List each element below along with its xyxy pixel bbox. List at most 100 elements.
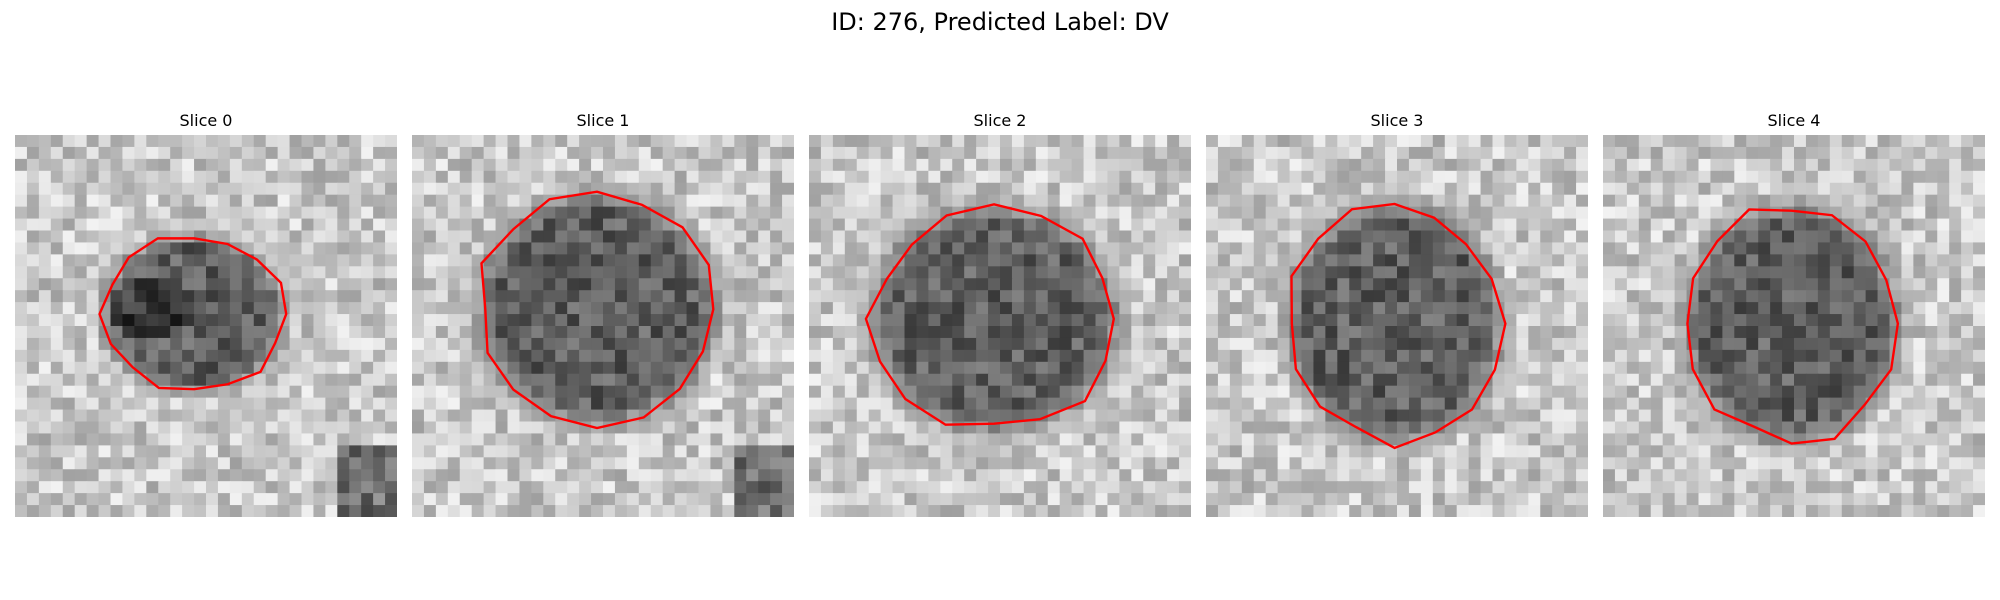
pixel-cell xyxy=(1913,361,1926,375)
pixel-cell xyxy=(892,182,906,196)
pixel-cell xyxy=(289,278,303,291)
pixel-cell xyxy=(892,290,906,303)
pixel-cell xyxy=(361,314,374,327)
pixel-cell xyxy=(1937,445,1950,458)
pixel-cell xyxy=(1698,206,1712,220)
pixel-cell xyxy=(1817,349,1831,363)
pixel-cell xyxy=(217,194,231,208)
pixel-cell xyxy=(1841,158,1855,172)
pixel-cell xyxy=(928,290,941,303)
pixel-cell xyxy=(1206,170,1219,184)
pixel-cell xyxy=(1408,349,1422,363)
pixel-cell xyxy=(614,218,628,232)
pixel-cell xyxy=(638,158,652,172)
pixel-cell xyxy=(603,433,616,446)
pixel-cell xyxy=(1540,278,1553,291)
pixel-cell xyxy=(638,457,652,470)
pixel-cell xyxy=(1853,242,1867,255)
pixel-cell xyxy=(1480,445,1494,458)
pixel-cell xyxy=(1253,326,1267,339)
pixel-cell xyxy=(1564,433,1577,446)
pixel-cell xyxy=(856,445,870,458)
pixel-cell xyxy=(349,326,362,339)
pixel-cell xyxy=(507,266,521,279)
pixel-cell xyxy=(952,146,965,160)
pixel-cell xyxy=(313,158,326,172)
pixel-cell xyxy=(1301,290,1315,303)
pixel-cell xyxy=(74,481,88,494)
pixel-cell xyxy=(229,445,243,458)
pixel-cell xyxy=(1083,194,1097,208)
pixel-cell xyxy=(1925,218,1938,232)
pixel-cell xyxy=(1289,385,1303,399)
pixel-cell xyxy=(1841,433,1855,446)
pixel-cell xyxy=(122,469,135,482)
pixel-cell xyxy=(1083,170,1097,184)
pixel-cell xyxy=(1564,505,1577,517)
pixel-cell xyxy=(313,373,326,387)
pixel-cell xyxy=(710,314,723,327)
pixel-cell xyxy=(856,409,870,423)
pixel-cell xyxy=(782,493,794,506)
pixel-cell xyxy=(1456,158,1470,172)
pixel-cell xyxy=(1131,242,1144,255)
pixel-cell xyxy=(495,361,509,375)
pixel-cell xyxy=(626,349,640,363)
slice-panel-0: Slice 0 xyxy=(15,0,397,600)
pixel-cell xyxy=(626,135,640,148)
pixel-cell xyxy=(134,206,147,220)
pixel-cell xyxy=(1468,361,1482,375)
pixel-cell xyxy=(373,457,386,470)
pixel-cell xyxy=(1277,397,1291,411)
pixel-cell xyxy=(206,326,219,339)
pixel-cell xyxy=(698,194,712,208)
pixel-cell xyxy=(1119,170,1132,184)
pixel-cell xyxy=(1468,314,1482,327)
pixel-cell xyxy=(1746,182,1759,196)
pixel-cell xyxy=(770,254,783,267)
pixel-cell xyxy=(74,266,88,279)
pixel-cell xyxy=(447,421,461,435)
pixel-cell xyxy=(1253,457,1267,470)
pixel-cell xyxy=(662,337,676,351)
pixel-cell xyxy=(1167,206,1180,220)
pixel-cell xyxy=(1603,194,1616,208)
pixel-cell xyxy=(1229,349,1243,363)
pixel-cell xyxy=(758,457,771,470)
pixel-cell xyxy=(471,505,485,517)
pixel-cell xyxy=(241,469,255,482)
pixel-cell xyxy=(928,182,941,196)
pixel-cell xyxy=(662,481,676,494)
pixel-cell xyxy=(614,361,628,375)
pixel-cell xyxy=(591,326,604,339)
pixel-cell xyxy=(1865,135,1879,148)
pixel-cell xyxy=(868,194,882,208)
pixel-cell xyxy=(603,361,616,375)
pixel-cell xyxy=(519,361,532,375)
pixel-cell xyxy=(1817,266,1831,279)
pixel-cell xyxy=(471,314,485,327)
pixel-cell xyxy=(435,254,449,267)
pixel-cell xyxy=(50,337,64,351)
pixel-cell xyxy=(423,206,437,220)
pixel-cell xyxy=(483,457,497,470)
pixel-cell xyxy=(1913,182,1926,196)
pixel-cell xyxy=(1710,218,1723,232)
pixel-cell xyxy=(146,314,159,327)
pixel-cell xyxy=(1397,373,1410,387)
pixel-cell xyxy=(277,206,291,220)
pixel-cell xyxy=(782,409,794,423)
pixel-cell xyxy=(1083,397,1097,411)
pixel-cell xyxy=(1444,397,1458,411)
pixel-cell xyxy=(146,361,159,375)
pixel-cell xyxy=(170,266,183,279)
pixel-cell xyxy=(471,242,485,255)
pixel-cell xyxy=(385,337,397,351)
pixel-cell xyxy=(1179,409,1191,423)
pixel-cell xyxy=(1853,158,1867,172)
pixel-cell xyxy=(770,206,783,220)
pixel-cell xyxy=(313,337,326,351)
pixel-cell xyxy=(1817,206,1831,220)
pixel-cell xyxy=(1961,242,1974,255)
pixel-cell xyxy=(904,182,918,196)
